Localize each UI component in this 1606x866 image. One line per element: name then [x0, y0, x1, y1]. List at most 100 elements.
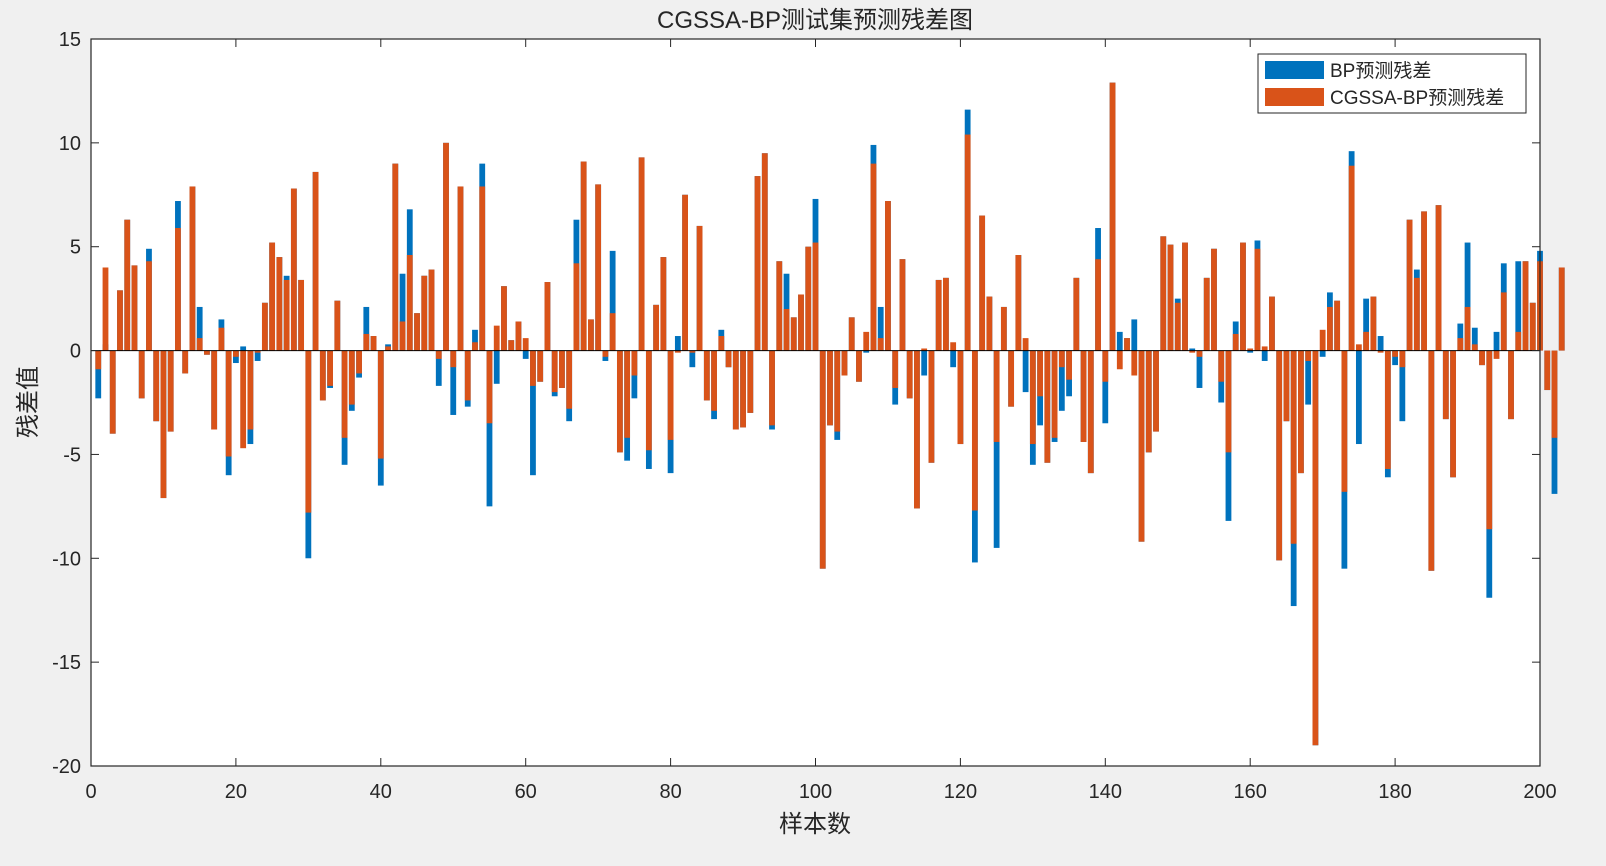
bp-residual-bar-61	[530, 350, 536, 476]
cgssa-bp-residual-bar-69	[588, 319, 594, 351]
x-tick-label: 60	[515, 781, 537, 803]
x-tick-label: 180	[1378, 781, 1411, 803]
cgssa-bp-residual-bar-193	[1486, 350, 1493, 530]
legend-swatch-cgssa-bp	[1265, 88, 1324, 106]
bp-residual-bar-197	[1515, 261, 1522, 351]
cgssa-bp-residual-bar-157	[1225, 350, 1232, 453]
cgssa-bp-residual-bar-80	[667, 350, 674, 440]
bp-residual-bar-48	[435, 350, 442, 386]
cgssa-bp-residual-bar-125	[993, 350, 1000, 442]
cgssa-bp-residual-bar-15	[196, 338, 203, 351]
cgssa-bp-residual-bar-55	[486, 350, 493, 424]
cgssa-bp-residual-bar-18	[218, 327, 225, 351]
cgssa-bp-residual-bar-136	[1073, 277, 1080, 351]
cgssa-bp-residual-bar-24	[261, 302, 268, 351]
cgssa-bp-residual-bar-26	[276, 257, 283, 351]
cgssa-bp-residual-bar-56	[493, 325, 500, 351]
cgssa-bp-residual-bar-154	[1203, 277, 1210, 351]
cgssa-bp-residual-bar-198	[1522, 261, 1529, 351]
cgssa-bp-residual-bar-87	[718, 336, 725, 351]
cgssa-bp-residual-bar-2	[102, 267, 109, 351]
cgssa-bp-residual-bar-187	[1442, 350, 1449, 420]
cgssa-bp-residual-bar-150	[1174, 302, 1181, 351]
cgssa-bp-residual-bar-90	[740, 350, 746, 428]
cgssa-bp-residual-bar-159	[1240, 242, 1246, 351]
cgssa-bp-residual-bar-165	[1283, 350, 1290, 422]
bp-residual-bar-140	[1102, 350, 1109, 424]
cgssa-bp-residual-bar-20	[233, 350, 239, 357]
cgssa-bp-residual-bar-14	[189, 186, 196, 351]
cgssa-bp-residual-bar-79	[660, 257, 667, 351]
cgssa-bp-residual-bar-112	[899, 259, 906, 351]
cgssa-bp-residual-bar-36	[348, 350, 355, 405]
cgssa-bp-residual-bar-148	[1160, 236, 1167, 351]
cgssa-bp-residual-bar-145	[1138, 350, 1145, 542]
cgssa-bp-residual-bar-51	[457, 186, 464, 351]
cgssa-bp-residual-bar-164	[1276, 350, 1283, 561]
cgssa-bp-residual-bar-48	[435, 350, 442, 359]
cgssa-bp-residual-bar-189	[1457, 338, 1464, 351]
cgssa-bp-residual-bar-91	[747, 350, 754, 413]
cgssa-bp-residual-bar-49	[443, 142, 449, 351]
bp-residual-bar-194	[1493, 331, 1500, 351]
bp-residual-bar-38	[363, 306, 370, 351]
cgssa-bp-residual-bar-5	[124, 219, 131, 351]
cgssa-bp-residual-bar-202	[1551, 350, 1558, 438]
cgssa-bp-residual-bar-160	[1247, 348, 1254, 351]
cgssa-bp-residual-bar-37	[356, 350, 362, 374]
cgssa-bp-residual-bar-35	[341, 350, 348, 438]
cgssa-bp-residual-bar-50	[450, 350, 457, 368]
cgssa-bp-residual-bar-203	[1558, 267, 1565, 351]
bp-residual-bar-168	[1305, 350, 1312, 405]
cgssa-bp-residual-bar-109	[877, 338, 884, 351]
cgssa-bp-residual-bar-30	[305, 350, 312, 513]
cgssa-bp-residual-bar-147	[1153, 350, 1159, 432]
cgssa-bp-residual-bar-67	[573, 263, 580, 351]
cgssa-bp-residual-bar-10	[160, 350, 167, 499]
cgssa-bp-residual-bar-129	[1022, 338, 1029, 351]
cgssa-bp-residual-bar-186	[1435, 205, 1442, 351]
cgssa-bp-residual-bar-171	[1327, 306, 1333, 351]
cgssa-bp-residual-bar-100	[812, 242, 819, 351]
cgssa-bp-residual-bar-158	[1232, 333, 1239, 351]
cgssa-bp-residual-bar-175	[1355, 344, 1362, 351]
cgssa-bp-residual-bar-178	[1377, 350, 1384, 353]
cgssa-bp-residual-bar-70	[595, 184, 602, 351]
bp-residual-bar-23	[254, 350, 261, 361]
cgssa-bp-residual-bar-31	[312, 171, 319, 351]
x-tick-label: 80	[659, 781, 681, 803]
cgssa-bp-residual-bar-121	[964, 134, 971, 351]
bp-residual-bar-190	[1464, 242, 1471, 351]
bp-residual-bar-115	[921, 350, 928, 376]
y-tick-label: -10	[52, 548, 81, 570]
bp-residual-bar-175	[1355, 350, 1362, 445]
cgssa-bp-residual-bar-99	[805, 246, 812, 351]
cgssa-bp-residual-bar-172	[1334, 300, 1341, 351]
bp-residual-bar-134	[1058, 350, 1065, 411]
bp-residual-bar-56	[493, 350, 500, 384]
cgssa-bp-residual-bar-119	[950, 342, 957, 351]
bp-residual-bar-180	[1392, 350, 1398, 366]
bp-residual-bar-181	[1399, 350, 1406, 422]
legend-swatch-bp	[1265, 61, 1324, 79]
cgssa-bp-residual-bar-78	[653, 304, 660, 351]
cgssa-bp-residual-bar-42	[392, 163, 399, 351]
cgssa-bp-residual-bar-19	[225, 350, 232, 457]
cgssa-bp-residual-bar-62	[537, 350, 544, 382]
cgssa-bp-residual-bar-176	[1363, 331, 1370, 351]
cgssa-bp-residual-bar-123	[979, 215, 986, 351]
cgssa-bp-residual-bar-184	[1421, 211, 1427, 351]
cgssa-bp-residual-bar-34	[334, 300, 341, 351]
cgssa-bp-residual-bar-3	[109, 350, 116, 434]
cgssa-bp-residual-bar-190	[1464, 306, 1471, 351]
cgssa-bp-residual-bar-28	[290, 188, 297, 351]
cgssa-bp-residual-bar-107	[863, 331, 870, 351]
cgssa-bp-residual-bar-38	[363, 333, 370, 351]
x-tick-label: 0	[85, 781, 96, 803]
bars-layer	[95, 82, 1565, 746]
cgssa-bp-residual-bar-57	[501, 286, 507, 351]
bp-residual-bar-129	[1022, 350, 1029, 393]
cgssa-bp-residual-bar-52	[464, 350, 471, 401]
x-tick-label: 140	[1089, 781, 1122, 803]
